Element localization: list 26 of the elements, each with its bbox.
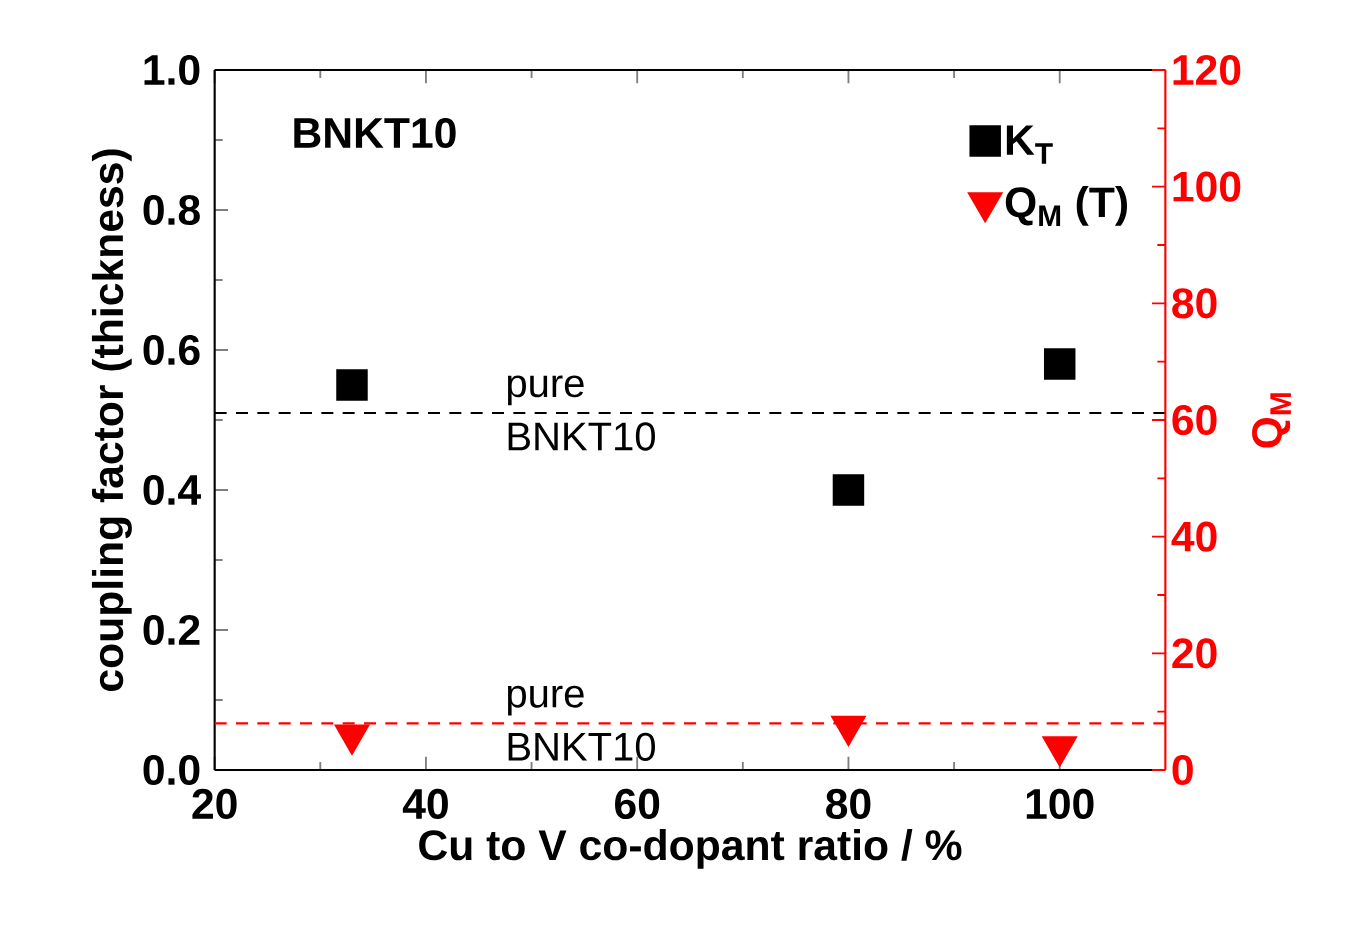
y-tick-label: 0.2 [143, 614, 200, 646]
ref-line-label: pure BNKT10 [507, 375, 655, 451]
y2-tick-label: 20 [1172, 638, 1217, 669]
y-tick-label: 0.0 [143, 754, 200, 786]
x-tick-label: 40 [402, 788, 448, 820]
y-tick-label: 0.6 [143, 334, 200, 366]
annotation: BNKT10 [294, 117, 456, 149]
legend-label: K$_{T}$ [1006, 125, 1053, 164]
y-tick-label: 1.0 [144, 54, 200, 86]
x-tick-label: 100 [1026, 788, 1094, 820]
y2-tick-label: 100 [1173, 171, 1241, 202]
x-tick-label: 20 [192, 788, 237, 820]
y2-tick-label: 80 [1172, 288, 1217, 319]
y2-tick-label: 0 [1172, 754, 1193, 786]
x-axis-title: Cu to V co-dopant ratio / % [419, 829, 962, 869]
x-tick-label: 60 [615, 788, 660, 820]
y2-axis-title: Q$_{M}$ [1252, 393, 1291, 448]
y-axis-title: coupling factor (thickness) [91, 149, 132, 691]
y2-tick-label: 120 [1173, 54, 1241, 86]
ref-line-label: pure BNKT10 [507, 685, 655, 761]
y-tick-label: 0.4 [143, 474, 201, 506]
y2-tick-label: 60 [1172, 404, 1217, 436]
legend-label: Q$_{M}$ (T) [1005, 186, 1127, 227]
y2-tick-label: 40 [1171, 521, 1217, 552]
x-tick-label: 80 [826, 788, 871, 820]
y-tick-label: 0.8 [143, 194, 200, 226]
